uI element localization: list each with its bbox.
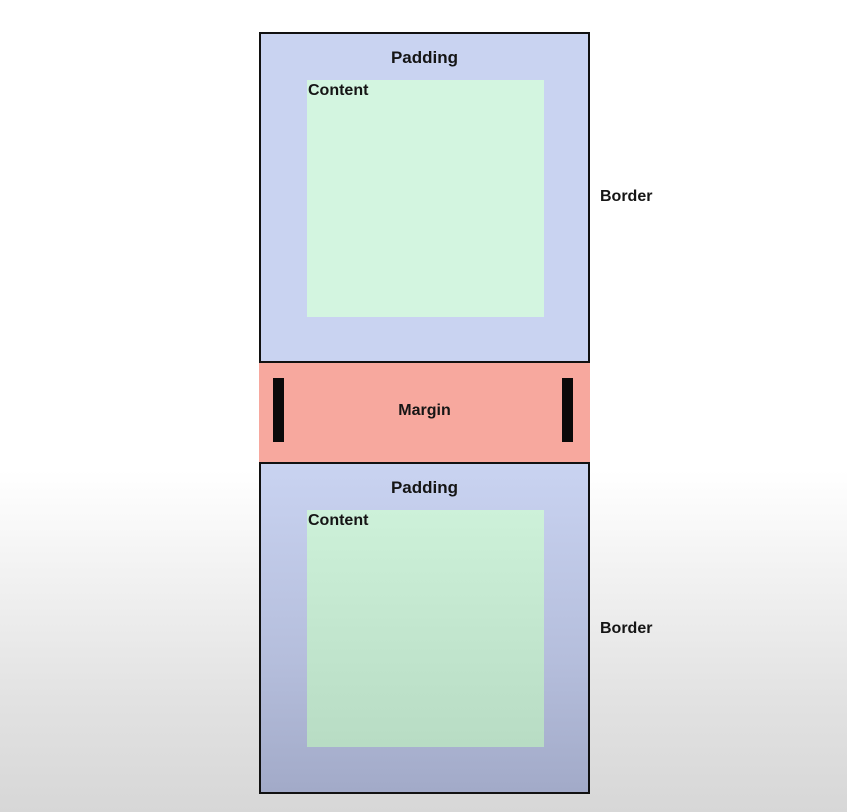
margin-right-bar — [562, 378, 573, 442]
top-box-border: Padding Content — [259, 32, 590, 363]
bottom-content-area: Content — [307, 510, 544, 747]
bottom-padding-label: Padding — [390, 478, 459, 497]
margin-label: Margin — [398, 402, 451, 419]
bottom-border-label: Border — [600, 620, 653, 637]
bottom-content-label: Content — [308, 512, 369, 529]
top-padding-label: Padding — [390, 48, 459, 67]
top-content-label: Content — [308, 82, 369, 99]
bottom-box-border: Padding Content — [259, 462, 590, 794]
top-content-area: Content — [307, 80, 544, 317]
margin-left-bar — [273, 378, 284, 442]
margin-area: Margin — [259, 363, 590, 462]
top-border-label: Border — [600, 188, 653, 205]
